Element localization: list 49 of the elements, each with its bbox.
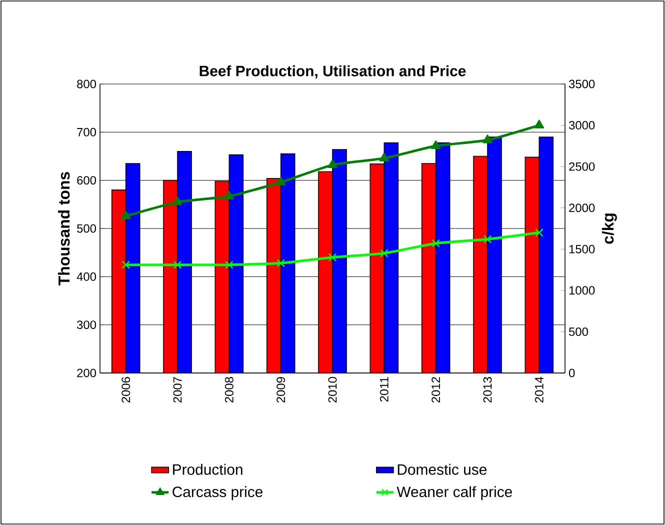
x-tick-label: 2013 bbox=[483, 377, 492, 403]
y2-tick-label: 3500 bbox=[568, 80, 595, 88]
point bbox=[224, 190, 234, 200]
point bbox=[535, 228, 544, 237]
point bbox=[482, 134, 492, 144]
y2-axis-title: c/kg bbox=[602, 214, 617, 244]
point bbox=[120, 210, 131, 220]
point bbox=[122, 260, 130, 269]
y-tick-label: 700 bbox=[77, 128, 96, 136]
x-tick-label: 2012 bbox=[432, 377, 440, 403]
point bbox=[379, 152, 390, 162]
y-tick-label: 200 bbox=[77, 368, 96, 378]
point bbox=[173, 260, 182, 269]
y-tick-label: 400 bbox=[76, 272, 96, 281]
chart-title: Beef Production, Utilisation and Price bbox=[200, 65, 466, 78]
point bbox=[483, 235, 492, 244]
x-tick-label: 2011 bbox=[380, 377, 388, 402]
point bbox=[328, 253, 337, 262]
x-tick-label: 2014 bbox=[534, 376, 544, 403]
point bbox=[432, 239, 440, 248]
legend-label: Domestic use bbox=[398, 464, 487, 475]
y2-tick-label: 1500 bbox=[569, 244, 595, 254]
x-tick-label: 2008 bbox=[224, 377, 234, 403]
point bbox=[380, 249, 388, 258]
x-tick-label: 2009 bbox=[276, 377, 286, 403]
point bbox=[276, 176, 286, 186]
y2-tick-label: 1000 bbox=[569, 286, 595, 295]
y-axis-title: Thousand tons bbox=[58, 172, 70, 286]
legend-label: Production bbox=[173, 464, 242, 475]
y-tick-label: 300 bbox=[76, 320, 96, 330]
y2-tick-label: 500 bbox=[569, 327, 588, 336]
x-tick-label: 2006 bbox=[122, 377, 130, 403]
legend-label: Carcass price bbox=[172, 486, 262, 500]
x-tick-label: 2007 bbox=[173, 377, 182, 403]
point bbox=[430, 140, 441, 150]
point bbox=[534, 120, 544, 128]
y2-tick-label: 2000 bbox=[569, 204, 595, 212]
y-tick-label: 600 bbox=[77, 176, 96, 185]
legend-label: Weaner calf price bbox=[396, 486, 512, 500]
y-tick-label: 500 bbox=[77, 224, 96, 233]
point bbox=[328, 159, 338, 168]
y2-tick-label: 0 bbox=[568, 368, 575, 378]
x-tick-label: 2010 bbox=[328, 376, 337, 403]
y2-tick-label: 3000 bbox=[568, 121, 595, 130]
y-tick-label: 800 bbox=[77, 80, 96, 88]
point bbox=[225, 260, 234, 269]
point bbox=[276, 259, 285, 268]
y2-tick-label: 2500 bbox=[569, 162, 595, 171]
point bbox=[172, 196, 182, 206]
